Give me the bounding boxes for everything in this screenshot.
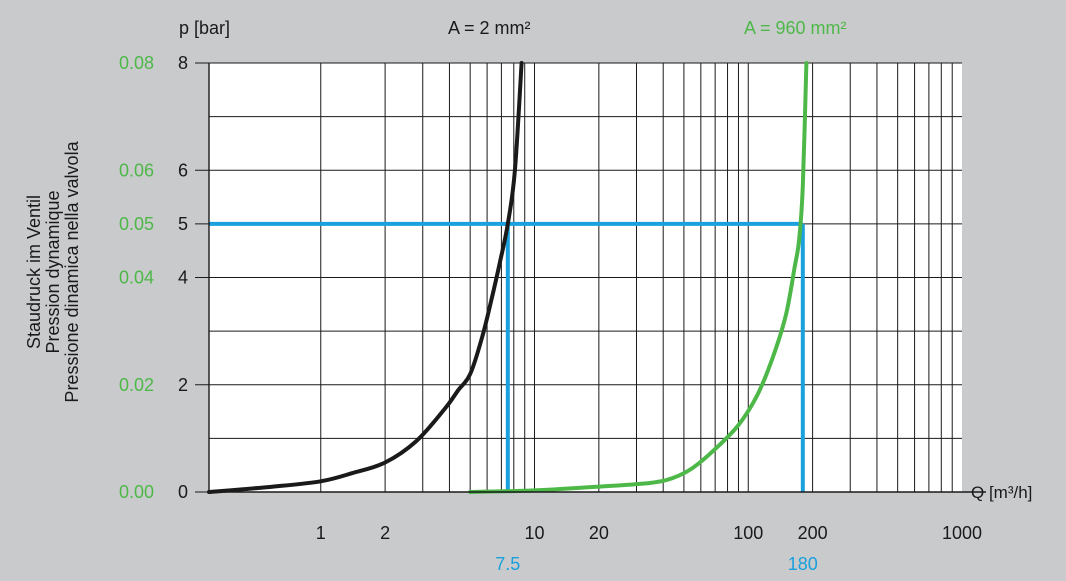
series-line xyxy=(207,61,524,494)
reference-flow-label: 7.5 xyxy=(495,554,520,574)
vertical-label-line-3: Pressione dinamica nella valvola xyxy=(62,140,82,402)
y2-tick-label: 0.04 xyxy=(119,268,154,288)
y-tick-label: 4 xyxy=(178,268,188,288)
y-axis-label: p [bar] xyxy=(179,18,230,38)
x-tick-label: 100 xyxy=(733,523,763,543)
series-layer xyxy=(207,61,809,494)
x-tick-label: 10 xyxy=(524,523,544,543)
vertical-label-line-1: Staudruck im Ventil xyxy=(24,195,44,349)
x-axis-label: Q [m³/h] xyxy=(971,483,1032,502)
series-label-960mm: A = 960 mm² xyxy=(744,18,847,38)
y2-tick-label: 0.08 xyxy=(119,53,154,73)
y-tick-label: 2 xyxy=(178,375,188,395)
vertical-label-line-2: Pression dynamique xyxy=(43,190,63,353)
y-tick-label: 0 xyxy=(178,482,188,502)
axes: 0 0.00 2 0.02 4 0.04 5 0.05 6 0.06 8 0.08 1 2 10 20 100 2… xyxy=(119,53,986,543)
x-tick-label: 2 xyxy=(380,523,390,543)
y2-tick-label: 0.00 xyxy=(119,482,154,502)
reference-flow-label: 180 xyxy=(788,554,818,574)
x-tick-label: 1 xyxy=(316,523,326,543)
series-line xyxy=(468,61,809,494)
y2-tick-label: 0.06 xyxy=(119,160,154,180)
labels: p [bar] Q [m³/h] A = 2 mm² A = 960 mm² S… xyxy=(24,18,1032,502)
x-tick-label: 20 xyxy=(589,523,609,543)
grid xyxy=(209,62,962,492)
x-tick-label: 1000 xyxy=(942,523,982,543)
y2-tick-label: 0.02 xyxy=(119,375,154,395)
y-tick-label: 8 xyxy=(178,53,188,73)
y-tick-label: 5 xyxy=(178,214,188,234)
series-label-2mm: A = 2 mm² xyxy=(448,18,531,38)
y2-tick-label: 0.05 xyxy=(119,214,154,234)
y-tick-label: 6 xyxy=(178,160,188,180)
x-tick-label: 200 xyxy=(798,523,828,543)
vertical-label-group: Staudruck im Ventil Pression dynamique P… xyxy=(24,140,82,402)
